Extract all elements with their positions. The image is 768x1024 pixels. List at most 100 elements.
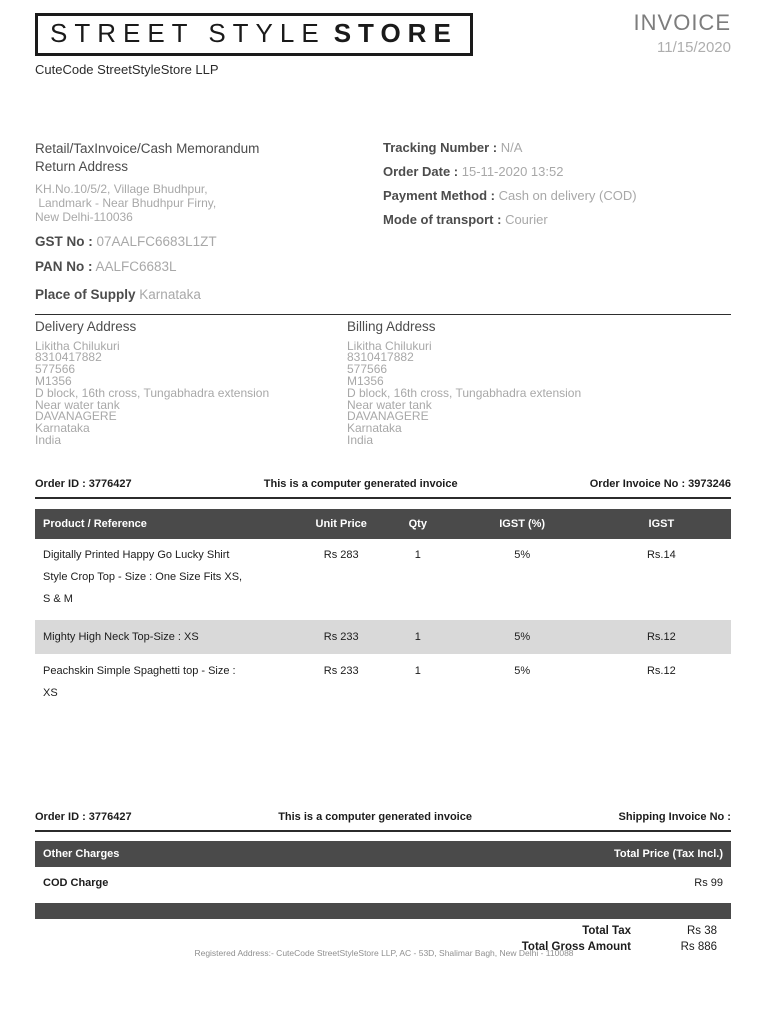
return-address-label: Return Address <box>35 158 129 174</box>
address-line: 8310417882 <box>347 350 414 365</box>
col-igst-pct: IGST (%) <box>499 517 546 530</box>
order-date-label: Order Date : <box>383 163 459 179</box>
col-qty: Qty <box>408 517 427 530</box>
payment-method-value: Cash on delivery (COD) <box>498 187 637 203</box>
product-name: Digitally Printed Happy Go Lucky Shirt S… <box>35 544 299 610</box>
invoice-heading: INVOICE 11/15/2020 <box>634 10 731 56</box>
address-line: D block, 16th cross, Tungabhadra extensi… <box>35 385 270 400</box>
order-info-bar-1: Order ID : 3776427 This is a computer ge… <box>35 478 731 499</box>
total-gross-row: Total Gross Amount Rs 886 <box>35 941 731 953</box>
store-logo: STREET STYLE STORE <box>35 13 473 56</box>
order-id: Order ID : 3776427 <box>35 810 132 823</box>
unit-price: Rs 233 <box>323 664 359 677</box>
address-line: 8310417882 <box>35 350 102 365</box>
logo-text-light: STREET STYLE <box>50 18 326 48</box>
address-line: Near water tank <box>35 397 120 412</box>
total-gross-label: Total Gross Amount <box>521 940 631 953</box>
address-line: DAVANAGERE <box>347 409 429 424</box>
igst: Rs.12 <box>646 664 676 677</box>
delivery-address-label: Delivery Address <box>35 318 137 334</box>
tracking-label: Tracking Number : <box>383 139 498 155</box>
igst-pct: 5% <box>514 548 531 561</box>
totals-section: Total Tax Rs 38 Total Gross Amount Rs 88… <box>35 925 731 953</box>
igst-pct: 5% <box>514 664 531 677</box>
order-date-value: 15-11-2020 13:52 <box>461 163 564 179</box>
shipping-invoice-no: Shipping Invoice No : <box>618 810 731 823</box>
address-line: Likitha Chilukuri <box>35 338 120 353</box>
other-charges-header: Other Charges Total Price (Tax Incl.) <box>35 840 731 867</box>
pan-value: AALFC6683L <box>95 258 177 274</box>
gst-label: GST No : <box>35 233 93 249</box>
total-gross-value: Rs 886 <box>680 940 717 953</box>
product-name: Peachskin Simple Spaghetti top - Size : … <box>35 660 299 704</box>
cod-charge-value: Rs 99 <box>694 876 723 889</box>
company-name: CuteCode StreetStyleStore LLP <box>35 61 219 77</box>
addresses-section: Delivery Address Likitha Chilukuri 83104… <box>35 319 731 447</box>
address-line: DAVANAGERE <box>35 409 117 424</box>
return-address: KH.No.10/5/2, Village Bhudhpur, Landmark… <box>35 181 217 224</box>
transport-label: Mode of transport : <box>383 211 502 227</box>
igst: Rs.14 <box>646 548 676 561</box>
order-invoice-no: Order Invoice No : 3973246 <box>589 477 731 490</box>
gst-row: GST No : 07AALFC6683L1ZT <box>35 234 383 249</box>
address-line: India <box>347 432 374 447</box>
address-line: D block, 16th cross, Tungabhadra extensi… <box>347 385 582 400</box>
transport-value: Courier <box>505 211 548 227</box>
unit-price: Rs 233 <box>323 630 359 643</box>
place-of-supply-value: Karnataka <box>139 286 201 302</box>
billing-address-block: Billing Address Likitha Chilukuri 831041… <box>347 319 731 447</box>
address-line: India <box>35 432 62 447</box>
invoice-date: 11/15/2020 <box>657 39 731 56</box>
product-line: Peachskin Simple Spaghetti top - Size : <box>43 664 236 677</box>
registered-address-footer: Registered Address:- CuteCode StreetStyl… <box>194 948 574 958</box>
address-line: 577566 <box>35 362 76 377</box>
brand-block: STREET STYLE STORE CuteCode StreetStyleSt… <box>35 13 473 77</box>
total-tax-label: Total Tax <box>582 924 631 937</box>
igst: Rs.12 <box>646 630 676 643</box>
product-name: Mighty High Neck Top-Size : XS <box>35 626 299 648</box>
place-of-supply-row: Place of Supply Karnataka <box>35 287 383 302</box>
generated-invoice-note: This is a computer generated invoice <box>263 477 458 490</box>
billing-address-lines: Likitha Chilukuri 8310417882 577566 M135… <box>347 338 731 447</box>
address-line: Near water tank <box>347 397 432 412</box>
tracking-row: Tracking Number : N/A <box>383 140 731 155</box>
gst-value: 07AALFC6683L1ZT <box>96 233 217 249</box>
address-line: Likitha Chilukuri <box>347 338 432 353</box>
billing-address-label: Billing Address <box>347 318 436 334</box>
col-product: Product / Reference <box>43 517 147 530</box>
tracking-value: N/A <box>500 139 523 155</box>
cod-charge-label: COD Charge <box>43 876 109 889</box>
unit-price: Rs 283 <box>323 548 359 561</box>
col-igst: IGST <box>648 517 675 530</box>
generated-invoice-note: This is a computer generated invoice <box>278 810 472 823</box>
address-line: M1356 <box>35 373 72 388</box>
meta-left: Retail/TaxInvoice/Cash Memorandum Return… <box>35 140 383 302</box>
delivery-address-block: Delivery Address Likitha Chilukuri 83104… <box>35 319 347 447</box>
invoice-title: INVOICE <box>633 10 731 35</box>
section-divider <box>35 313 731 315</box>
header: STREET STYLE STORE CuteCode StreetStyleSt… <box>35 10 731 77</box>
total-tax-value: Rs 38 <box>686 924 717 937</box>
product-line: S & M <box>43 592 73 605</box>
product-line: Style Crop Top - Size : One Size Fits XS… <box>43 570 243 583</box>
order-info-bar-2: Order ID : 3776427 This is a computer ge… <box>35 811 731 832</box>
order-id: Order ID : 3776427 <box>35 477 132 490</box>
total-tax-row: Total Tax Rs 38 <box>35 925 731 937</box>
pan-label: PAN No : <box>35 258 93 274</box>
doc-type: Retail/TaxInvoice/Cash Memorandum <box>35 140 260 156</box>
dark-divider-bar <box>35 902 731 919</box>
cod-charge-row: COD Charge Rs 99 <box>35 867 731 897</box>
address-line: M1356 <box>347 373 384 388</box>
payment-method-row: Payment Method : Cash on delivery (COD) <box>383 188 731 203</box>
product-line: Mighty High Neck Top-Size : XS <box>43 630 199 643</box>
qty: 1 <box>414 664 421 677</box>
table-row: Peachskin Simple Spaghetti top - Size : … <box>35 655 731 708</box>
other-charges-label: Other Charges <box>43 847 120 860</box>
address-line: Karnataka <box>347 421 402 436</box>
product-line: XS <box>43 686 58 699</box>
qty: 1 <box>414 548 421 561</box>
address-line: Karnataka <box>35 421 90 436</box>
col-unit-price: Unit Price <box>315 517 367 530</box>
total-price-tax-incl-label: Total Price (Tax Incl.) <box>613 847 723 860</box>
